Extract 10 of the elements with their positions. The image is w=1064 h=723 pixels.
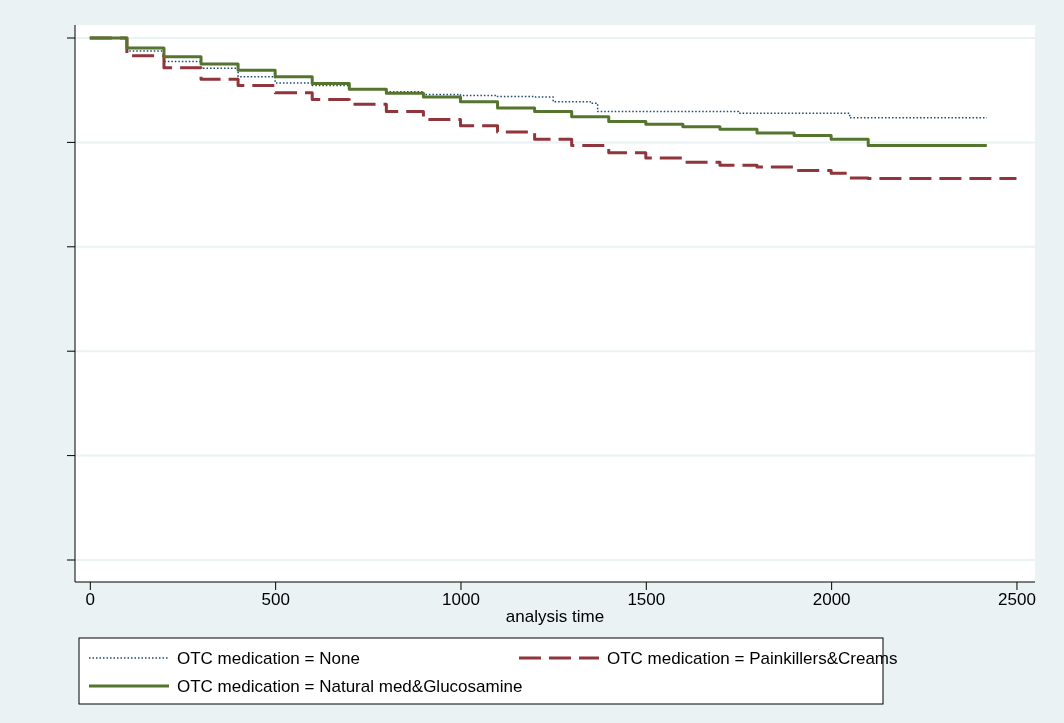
x-tick-label: 500 xyxy=(261,590,290,610)
legend-label: OTC medication = Natural med&Glucosamine xyxy=(177,677,523,696)
x-tick-label: 1000 xyxy=(442,590,480,610)
legend-label: OTC medication = None xyxy=(177,649,360,668)
x-tick-label: 2500 xyxy=(998,590,1036,610)
x-tick-label: 2000 xyxy=(812,590,851,610)
legend-label: OTC medication = Painkillers&Creams xyxy=(607,649,898,668)
x-axis-title: analysis time xyxy=(505,607,605,626)
x-tick-label: 0 xyxy=(85,590,96,610)
x-tick-label: 1500 xyxy=(627,590,666,610)
